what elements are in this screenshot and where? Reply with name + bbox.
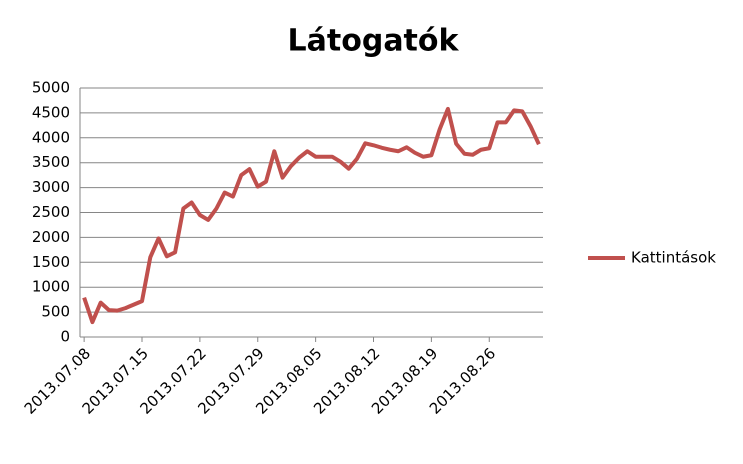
y-tick-label: 3000 bbox=[32, 178, 70, 196]
chart-title: Látogatók bbox=[288, 24, 460, 59]
y-tick-label: 500 bbox=[41, 303, 70, 321]
y-tick-label: 2500 bbox=[32, 203, 70, 221]
y-tick-label: 1500 bbox=[32, 253, 70, 271]
y-tick-label: 3500 bbox=[32, 153, 70, 171]
y-tick-label: 4500 bbox=[32, 103, 70, 121]
y-tick-label: 4000 bbox=[32, 128, 70, 146]
line-series bbox=[82, 106, 541, 325]
y-tick-label: 0 bbox=[60, 328, 70, 346]
legend-label: Kattintások bbox=[631, 249, 716, 267]
y-tick-label: 2000 bbox=[32, 228, 70, 246]
y-tick-label: 1000 bbox=[32, 278, 70, 296]
y-tick-label: 5000 bbox=[32, 79, 70, 97]
